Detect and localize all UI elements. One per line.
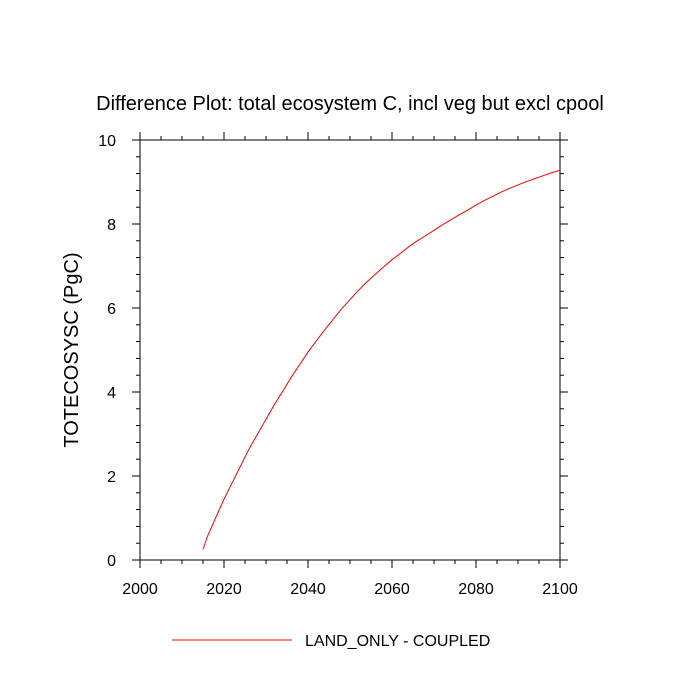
x-tick-label: 2060: [374, 581, 410, 598]
series-line: [202, 169, 561, 550]
legend-label: LAND_ONLY - COUPLED: [305, 633, 490, 650]
y-axis-label: TOTECOSYSC (PgC): [61, 252, 83, 447]
x-tick-label: 2080: [458, 581, 494, 598]
chart-title: Difference Plot: total ecosystem C, incl…: [96, 93, 604, 115]
legend: LAND_ONLY - COUPLED: [172, 633, 490, 650]
y-tick-label: 6: [107, 301, 116, 318]
y-tick-label: 2: [107, 469, 116, 486]
series-layer: [202, 169, 561, 550]
x-tick-label: 2000: [122, 581, 158, 598]
x-tick-label: 2040: [290, 581, 326, 598]
axis-ticks: [132, 132, 568, 568]
y-tick-label: 10: [98, 133, 116, 150]
plot-frame: [139, 139, 561, 561]
x-tick-label: 2020: [206, 581, 242, 598]
y-tick-label: 0: [107, 553, 116, 570]
y-tick-label: 4: [107, 385, 116, 402]
y-tick-label: 8: [107, 217, 116, 234]
x-tick-label: 2100: [542, 581, 578, 598]
axis-tick-labels: 2000 2020 2040 2060 2080 2100 0 2 4 6 8 10: [98, 133, 578, 598]
